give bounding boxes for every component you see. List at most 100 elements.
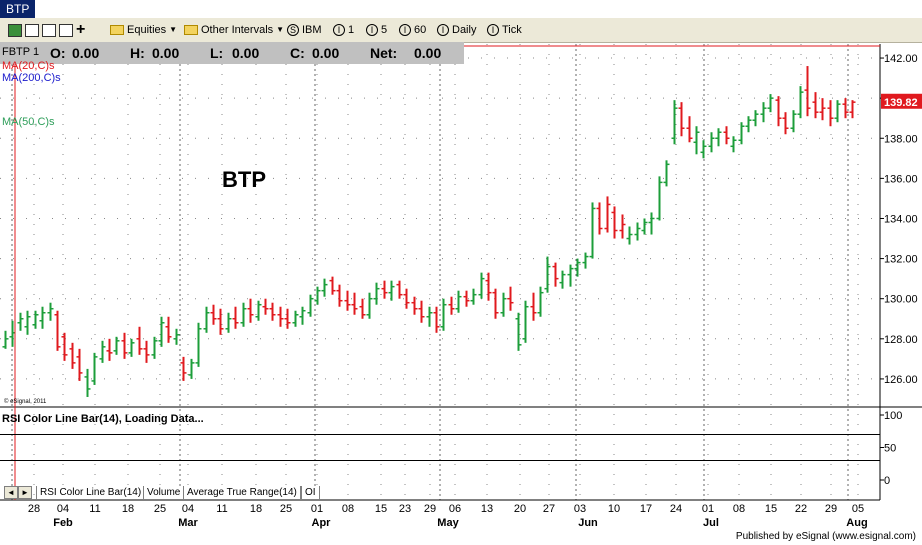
x-month-label: Jul xyxy=(703,517,719,529)
window-titlebar: BTP xyxy=(0,0,922,18)
ohlc-bar xyxy=(634,222,641,241)
ohlc-bar xyxy=(782,112,789,135)
interval-1-button[interactable]: I 1 xyxy=(333,21,354,39)
x-day-label: 27 xyxy=(543,503,555,515)
x-day-label: 18 xyxy=(250,503,262,515)
x-day-label: 11 xyxy=(89,503,100,515)
x-day-label: 08 xyxy=(342,503,354,515)
ohlc-bar xyxy=(84,368,91,397)
symbol-icon: S xyxy=(287,24,299,36)
ohlc-bar xyxy=(745,116,752,133)
y-tick-label: 132.00 xyxy=(884,254,918,266)
ohlc-field-value: 0.00 xyxy=(72,45,99,61)
ohlc-bar xyxy=(277,306,284,327)
chart-axes xyxy=(0,44,922,501)
ohlc-bar xyxy=(700,140,707,159)
ohlc-bar xyxy=(269,302,276,321)
y-tick-label: 130.00 xyxy=(884,294,918,306)
ohlc-bar xyxy=(403,288,410,309)
ohlc-bar xyxy=(344,290,351,311)
ohlc-bar xyxy=(69,342,76,369)
ohlc-bar xyxy=(54,310,61,351)
rsi-tick-label: 50 xyxy=(884,443,896,455)
ohlc-bar xyxy=(136,326,143,355)
tab-rsi[interactable]: RSI Color Line Bar(14) xyxy=(36,486,146,500)
chart-texts: 126.00128.00130.00132.00134.00136.00138.… xyxy=(0,42,922,529)
window-title[interactable]: BTP xyxy=(0,0,36,18)
ohlc-bar xyxy=(530,292,537,321)
x-day-label: 01 xyxy=(702,503,714,515)
ohlc-bar xyxy=(188,358,195,379)
interval-tick-button[interactable]: I Tick xyxy=(487,21,522,39)
x-day-label: 13 xyxy=(481,503,493,515)
ohlc-bar xyxy=(24,310,31,335)
tab-volume[interactable]: Volume xyxy=(143,486,185,500)
x-day-label: 25 xyxy=(154,503,166,515)
interval-5-button[interactable]: I 5 xyxy=(366,21,387,39)
ohlc-bar xyxy=(544,256,551,293)
ohlc-bar xyxy=(730,136,737,153)
chart-icon[interactable] xyxy=(8,23,22,37)
ohlc-bar xyxy=(433,306,440,333)
x-day-label: 28 xyxy=(28,503,40,515)
interval-label: 5 xyxy=(381,24,388,36)
tab-scroll-right-button[interactable]: ► xyxy=(18,486,32,499)
intervals-dropdown[interactable]: Other Intervals ▼ xyxy=(184,21,284,39)
y-tick-label: 134.00 xyxy=(884,213,918,225)
interval-60-button[interactable]: I 60 xyxy=(399,21,426,39)
y-tick-label: 142.00 xyxy=(884,53,918,65)
interval-daily-button[interactable]: I Daily xyxy=(437,21,476,39)
x-day-label: 24 xyxy=(670,503,682,515)
symbol-label: IBM xyxy=(302,24,322,36)
ohlc-bar xyxy=(284,308,291,329)
ohlc-bar xyxy=(17,312,24,331)
new-window-icon[interactable] xyxy=(25,23,39,37)
ohlc-field-label: C: xyxy=(290,45,305,61)
add-icon[interactable]: + xyxy=(76,21,86,38)
ohlc-bar xyxy=(255,300,262,321)
ohlc-bar xyxy=(418,300,425,323)
ohlc-bar xyxy=(849,100,856,119)
y-tick-label: 128.00 xyxy=(884,334,918,346)
ohlc-bar xyxy=(752,110,759,127)
ohlc-bar xyxy=(143,340,150,363)
interval-label: 60 xyxy=(414,24,427,36)
ohlc-bar xyxy=(775,96,782,127)
ohlc-bar xyxy=(321,278,328,297)
x-day-label: 23 xyxy=(399,503,411,515)
ohlc-bar xyxy=(790,110,797,133)
ohlc-bar xyxy=(165,316,172,343)
ohlc-bar xyxy=(522,300,529,343)
ohlc-bar xyxy=(671,100,678,145)
y-tick-label: 136.00 xyxy=(884,173,918,185)
ohlc-bar xyxy=(247,298,254,323)
ohlc-bar xyxy=(121,332,128,359)
ohlc-bar xyxy=(99,340,106,363)
equities-dropdown[interactable]: Equities ▼ xyxy=(110,21,177,39)
x-day-label: 29 xyxy=(424,503,436,515)
ohlc-bars xyxy=(2,66,856,397)
properties-icon[interactable] xyxy=(59,23,73,37)
tab-scroll-left-button[interactable]: ◄ xyxy=(4,486,18,499)
ohlc-bar xyxy=(567,264,574,287)
ohlc-bar xyxy=(470,288,477,305)
symbol-button[interactable]: S IBM xyxy=(287,21,322,39)
intervals-label: Other Intervals xyxy=(201,24,274,36)
ohlc-bar xyxy=(574,258,581,277)
x-day-label: 11 xyxy=(216,503,227,515)
tab-atr[interactable]: Average True Range(14) xyxy=(183,486,301,500)
page-icon[interactable] xyxy=(42,23,56,37)
tab-oi[interactable]: OI xyxy=(301,486,320,500)
ohlc-bar xyxy=(106,338,113,361)
ohlc-bar xyxy=(738,122,745,145)
ohlc-field-value: 0.00 xyxy=(414,45,441,61)
ohlc-bar xyxy=(180,356,187,381)
x-month-label: Feb xyxy=(53,517,73,529)
ohlc-bar xyxy=(507,286,514,311)
ohlc-bar xyxy=(827,100,834,127)
x-day-label: 22 xyxy=(795,503,807,515)
ohlc-bar xyxy=(485,272,492,301)
y-tick-label: 126.00 xyxy=(884,374,918,386)
ohlc-bar xyxy=(76,348,83,381)
